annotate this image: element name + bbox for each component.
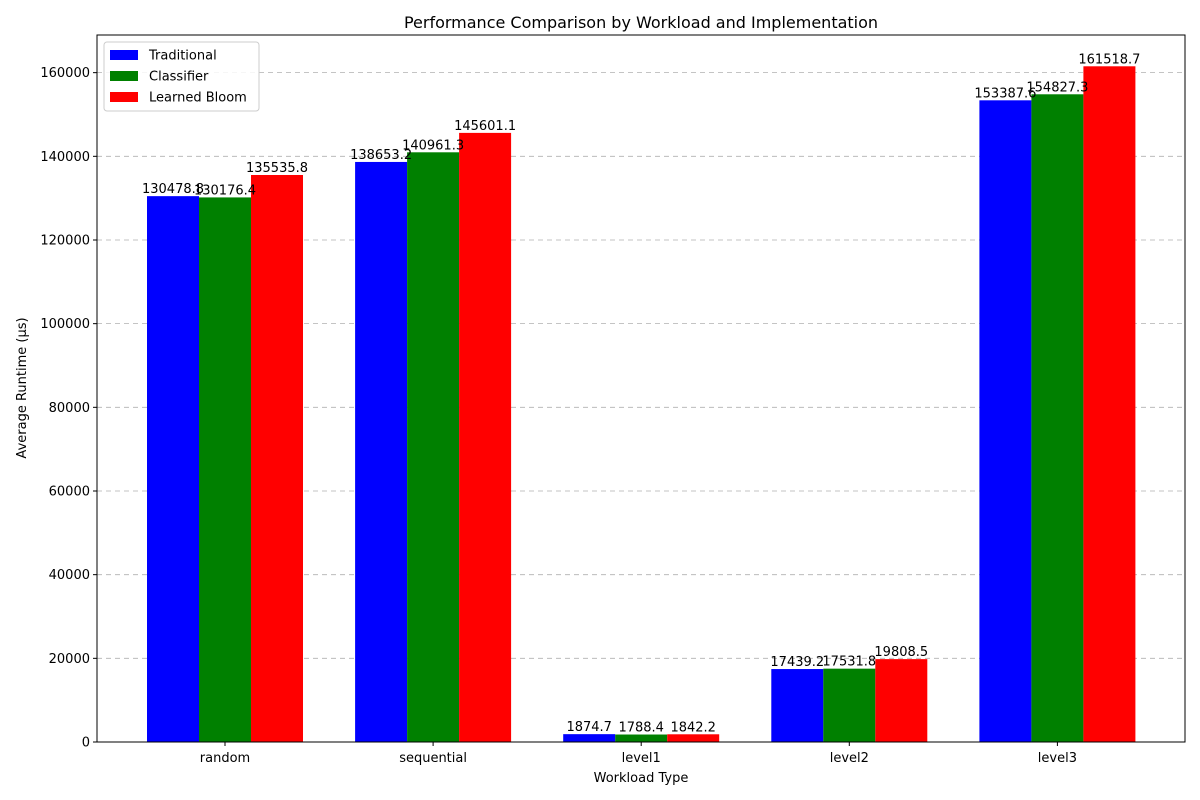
data-label: 130176.4	[194, 183, 256, 198]
bar-classifier	[199, 197, 251, 742]
data-label: 17531.8	[822, 655, 876, 670]
chart-title: Performance Comparison by Workload and I…	[404, 13, 878, 32]
legend-swatch	[110, 50, 138, 60]
bar-classifier	[1031, 94, 1084, 742]
bar-learned-bloom	[251, 174, 303, 742]
legend-swatch	[110, 92, 138, 102]
bar-learned-bloom	[875, 659, 928, 742]
legend-label: Classifier	[149, 70, 209, 85]
data-label: 19808.5	[874, 645, 928, 660]
y-axis: 0 20000 40000 60000 80000 100000 120000 140000 1…	[40, 66, 97, 751]
data-label: 1842.2	[670, 720, 716, 735]
data-label: 138653.2	[350, 148, 412, 163]
legend: Traditional Classifier Learned Bloom	[103, 41, 260, 112]
legend-label: Traditional	[148, 49, 217, 64]
data-label: 161518.7	[1078, 52, 1140, 67]
data-label: 145601.1	[454, 119, 516, 134]
data-label: 140961.3	[402, 138, 464, 153]
bar-traditional	[147, 196, 199, 742]
data-label: 17439.2	[770, 655, 824, 670]
y-tick-label: 60000	[49, 484, 90, 499]
bar-classifier	[615, 734, 668, 742]
x-axis-label: Workload Type	[594, 771, 689, 786]
data-label: 1874.7	[566, 720, 612, 735]
bar-learned-bloom	[459, 132, 512, 743]
legend-box	[103, 41, 260, 112]
y-tick-label: 140000	[40, 150, 90, 165]
data-label: 135535.8	[246, 161, 308, 176]
bar-traditional	[979, 100, 1032, 742]
y-tick-label: 120000	[40, 233, 90, 248]
y-tick-label: 100000	[40, 317, 90, 332]
data-labels: 130478.8 138653.2 1874.7 17439.2 153387.6 130…	[142, 52, 1140, 735]
legend-label: Learned Bloom	[149, 91, 247, 106]
data-label: 1788.4	[618, 721, 664, 736]
y-tick-label: 80000	[49, 401, 90, 416]
y-tick-label: 40000	[49, 568, 90, 583]
x-tick-label: level2	[830, 751, 869, 766]
y-axis-label: Average Runtime (µs)	[15, 317, 30, 458]
x-axis: random sequential level1 level2 level3	[200, 742, 1077, 766]
x-tick-label: level1	[622, 751, 661, 766]
data-label: 154827.3	[1026, 80, 1088, 95]
bar-classifier	[823, 668, 876, 742]
legend-swatch	[110, 71, 138, 81]
data-label: 153387.6	[974, 86, 1036, 101]
bar-traditional	[563, 734, 616, 742]
bar-learned-bloom	[667, 734, 720, 742]
bars	[147, 66, 1136, 743]
bar-classifier	[407, 152, 460, 743]
x-tick-label: level3	[1038, 751, 1077, 766]
x-tick-label: sequential	[399, 751, 467, 766]
x-tick-label: random	[200, 751, 250, 766]
bar-traditional	[771, 669, 824, 742]
y-tick-label: 0	[82, 736, 90, 751]
y-tick-label: 20000	[49, 652, 90, 667]
data-label: 130478.8	[142, 182, 204, 197]
y-tick-label: 160000	[40, 66, 90, 81]
bar-traditional	[355, 161, 408, 743]
bar-learned-bloom	[1083, 66, 1136, 743]
